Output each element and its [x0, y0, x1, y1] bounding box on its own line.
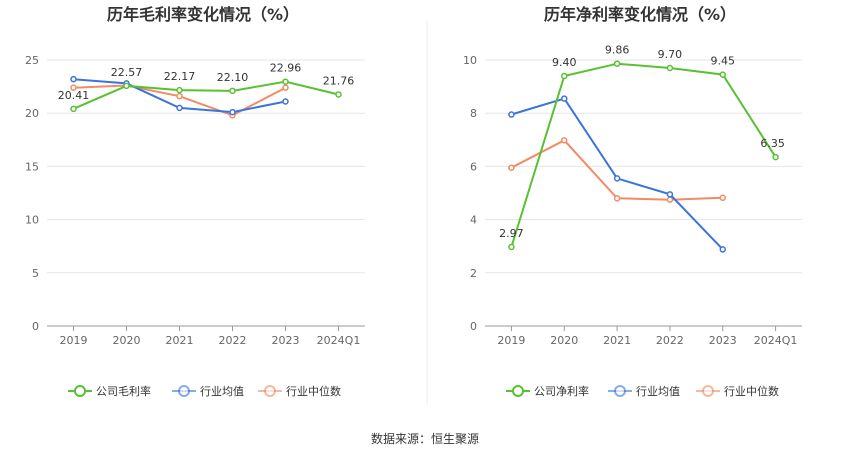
data-point [282, 98, 289, 105]
legend-marker [178, 385, 190, 397]
y-tick-label: 5 [32, 267, 39, 280]
data-point [719, 194, 726, 202]
data-point [666, 196, 674, 203]
data-point [508, 243, 515, 251]
data-point [666, 64, 674, 72]
data-label: 9.40 [552, 56, 577, 69]
data-point [561, 72, 568, 80]
chart-title: 历年毛利率变化情况（%） [107, 5, 299, 24]
data-point [719, 246, 726, 253]
data-point [176, 86, 183, 94]
legend-label: 行业均值 [200, 385, 244, 398]
x-tick-label: 2024Q1 [754, 334, 798, 347]
data-point [282, 78, 289, 85]
data-point [561, 137, 568, 144]
x-tick-label: 2023 [709, 334, 737, 347]
series-line-3 [510, 139, 723, 201]
data-label: 2.97 [499, 227, 524, 240]
legend-marker [512, 385, 524, 397]
data-label: 22.57 [111, 66, 143, 79]
x-tick-label: 2021 [166, 334, 194, 347]
y-tick-label: 0 [470, 320, 477, 333]
data-label: 22.17 [164, 70, 196, 83]
y-tick-label: 6 [470, 160, 477, 173]
data-point [70, 75, 77, 83]
data-label: 21.76 [323, 74, 355, 87]
data-label: 22.96 [270, 62, 302, 75]
data-point [335, 91, 342, 98]
data-label: 22.10 [217, 71, 249, 84]
x-tick-label: 2024Q1 [317, 334, 361, 347]
data-point [229, 108, 236, 116]
legend-marker [702, 385, 714, 397]
data-point [70, 105, 77, 113]
y-tick-label: 4 [470, 214, 477, 227]
x-tick-label: 2019 [60, 334, 88, 347]
data-source: 数据来源：恒生聚源 [371, 431, 479, 446]
chart-2: 历年净利率变化情况（%） 0 2 4 6 8 10 2019 2020 2021 2022 2023 2… [463, 5, 802, 398]
series-line-2 [511, 97, 724, 251]
y-tick-label: 2 [470, 267, 477, 280]
data-point [282, 84, 289, 91]
legend-label: 公司毛利率 [96, 384, 151, 398]
y-tick-label: 8 [470, 107, 477, 120]
y-tick-label: 10 [25, 214, 39, 227]
y-tick-label: 20 [25, 107, 39, 120]
data-point [613, 60, 621, 67]
y-tick-label: 15 [25, 160, 39, 173]
data-point [176, 104, 183, 112]
data-point [613, 195, 621, 202]
legend-label: 行业中位数 [724, 384, 779, 398]
x-tick-label: 2019 [497, 334, 525, 347]
y-tick-label: 0 [32, 320, 39, 333]
data-label: 9.70 [658, 48, 683, 61]
chart-title: 历年净利率变化情况（%） [544, 5, 736, 24]
chart-1: 历年毛利率变化情况（%） 0 5 10 15 20 25 2019 2020 2021 2022 20… [25, 5, 365, 398]
data-point [508, 164, 515, 171]
y-tick-label: 10 [463, 54, 477, 67]
legend-marker [74, 385, 86, 397]
y-tick-label: 25 [25, 54, 39, 67]
data-point [229, 87, 236, 95]
data-point [561, 95, 568, 102]
data-point [176, 92, 183, 100]
legend-label: 公司净利率 [534, 384, 589, 398]
legend-marker [264, 385, 276, 397]
series-line-1 [73, 80, 339, 110]
data-point [772, 153, 779, 161]
data-label: 20.41 [58, 89, 90, 102]
legend-marker [614, 385, 626, 397]
x-tick-label: 2022 [219, 334, 247, 347]
x-tick-label: 2022 [656, 334, 684, 347]
data-point [123, 82, 130, 90]
x-tick-label: 2021 [603, 334, 631, 347]
data-label: 9.45 [711, 55, 736, 68]
data-point [613, 175, 621, 182]
data-point [70, 84, 77, 91]
data-point [719, 71, 726, 78]
data-point [508, 111, 515, 118]
series-line-1 [510, 62, 777, 248]
x-tick-label: 2020 [113, 334, 141, 347]
legend-label: 行业均值 [636, 385, 680, 398]
data-label: 6.35 [760, 137, 785, 150]
data-label: 9.86 [605, 44, 630, 57]
legend-label: 行业中位数 [286, 384, 341, 398]
x-tick-label: 2020 [550, 334, 578, 347]
data-point [666, 191, 674, 198]
x-tick-label: 2023 [272, 334, 300, 347]
